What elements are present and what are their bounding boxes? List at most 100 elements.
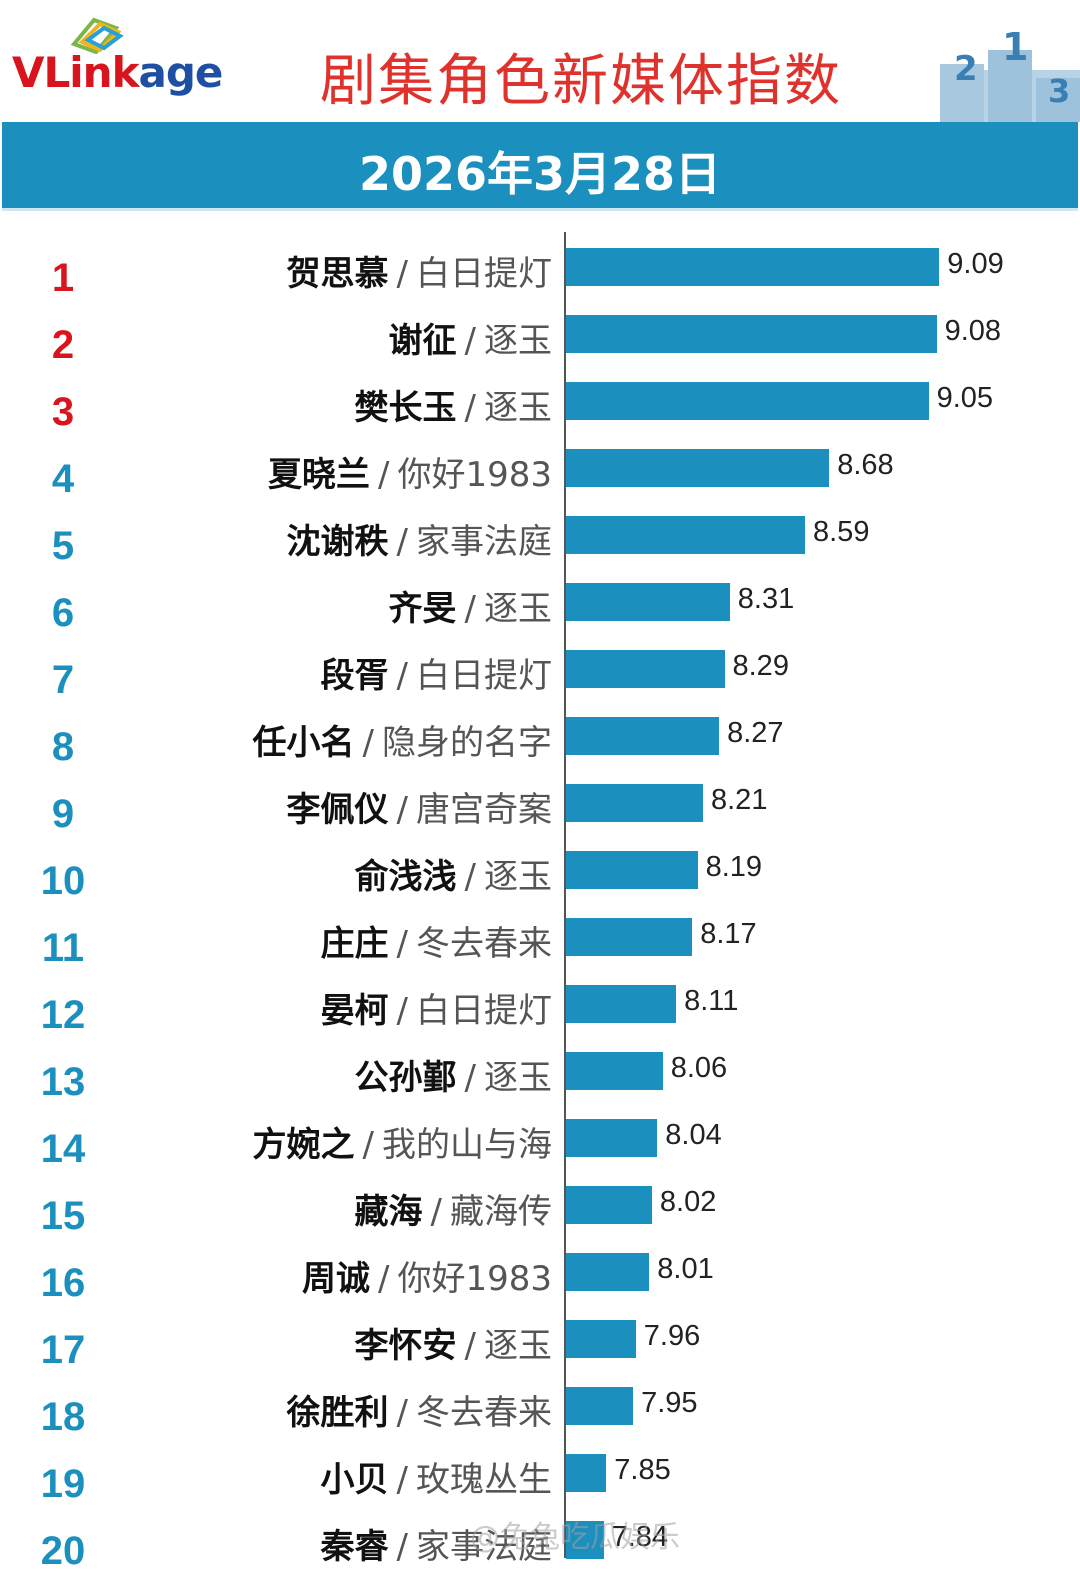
value-label: 7.95 <box>641 1387 698 1419</box>
label-separator: / <box>396 656 408 696</box>
ranking-row: 4 夏晓兰 / 你好1983 8.68 <box>0 435 1080 502</box>
row-label: 藏海 / 藏海传 <box>355 1184 552 1233</box>
rank-number: 3 <box>51 390 75 434</box>
rank-number: 6 <box>51 591 75 635</box>
drama-title: 我的山与海 <box>382 1125 552 1165</box>
drama-title: 玫瑰丛生 <box>416 1460 552 1500</box>
label-separator: / <box>362 723 374 763</box>
rank-number: 7 <box>51 658 75 702</box>
drama-title: 白日提灯 <box>416 254 552 294</box>
label-separator: / <box>378 455 390 495</box>
logo-text-age: age <box>138 48 224 97</box>
date-band: 2026年3月28日 <box>2 122 1078 211</box>
value-bar <box>566 248 940 286</box>
label-separator: / <box>464 589 476 629</box>
ranking-row: 13 公孙鄞 / 逐玉 8.06 <box>0 1038 1080 1105</box>
ranking-row: 3 樊长玉 / 逐玉 9.05 <box>0 368 1080 435</box>
ranking-row: 2 谢征 / 逐玉 9.08 <box>0 301 1080 368</box>
value-label: 7.84 <box>611 1521 669 1553</box>
row-label: 谢征 / 逐玉 <box>389 313 552 362</box>
value-bar <box>566 1521 604 1559</box>
logo-frames-icon <box>70 17 124 54</box>
value-bar <box>566 985 677 1023</box>
rank-number: 4 <box>51 457 75 501</box>
drama-title: 白日提灯 <box>416 656 552 696</box>
drama-title: 白日提灯 <box>416 991 552 1031</box>
row-label: 沈谢秩 / 家事法庭 <box>287 514 552 563</box>
character-name: 李佩仪 <box>286 790 389 830</box>
chart-date: 2026年3月28日 <box>358 147 722 201</box>
row-label: 樊长玉 / 逐玉 <box>355 380 552 429</box>
rank-number: 2 <box>51 323 75 367</box>
value-bar <box>566 1119 658 1157</box>
character-name: 齐旻 <box>388 589 457 629</box>
logo-text-ink: ink <box>69 48 139 97</box>
row-label: 夏晓兰 / 你好1983 <box>268 447 552 496</box>
character-name: 李怀安 <box>354 1326 457 1366</box>
drama-title: 逐玉 <box>484 321 552 361</box>
value-label: 8.19 <box>705 851 763 883</box>
value-label: 8.04 <box>665 1119 722 1151</box>
row-label: 俞浅浅 / 逐玉 <box>355 849 552 898</box>
row-label: 庄庄 / 冬去春来 <box>321 916 552 965</box>
rank-number: 16 <box>40 1261 86 1305</box>
value-label: 8.06 <box>670 1052 728 1084</box>
drama-title: 冬去春来 <box>416 1393 552 1433</box>
label-separator: / <box>396 1460 408 1500</box>
character-name: 周诚 <box>302 1259 370 1299</box>
ranking-row: 7 段胥 / 白日提灯 8.29 <box>0 636 1080 703</box>
label-separator: / <box>464 1326 476 1366</box>
label-separator: / <box>464 388 476 428</box>
drama-title: 逐玉 <box>484 1326 552 1366</box>
label-separator: / <box>396 924 408 964</box>
value-bar <box>566 1052 663 1090</box>
logo-text: VLinkage <box>12 48 224 97</box>
value-bar <box>566 449 830 487</box>
value-label: 8.11 <box>684 985 739 1017</box>
row-label: 方婉之 / 我的山与海 <box>253 1117 552 1166</box>
logo-text-v: V <box>12 48 45 97</box>
character-name: 俞浅浅 <box>354 857 457 897</box>
rank-number: 12 <box>40 993 86 1037</box>
value-label: 8.01 <box>657 1253 714 1285</box>
character-name: 徐胜利 <box>286 1393 389 1433</box>
ranking-row: 9 李佩仪 / 唐宫奇案 8.21 <box>0 770 1080 837</box>
podium-icon: 2 1 3 <box>940 25 1080 122</box>
label-separator: / <box>396 254 408 294</box>
row-label: 公孙鄞 / 逐玉 <box>355 1050 552 1099</box>
value-bar <box>566 851 698 889</box>
row-label: 晏柯 / 白日提灯 <box>321 983 552 1032</box>
row-label: 徐胜利 / 冬去春来 <box>287 1385 552 1434</box>
value-bar <box>566 1253 650 1291</box>
value-bar <box>566 315 937 353</box>
drama-title: 逐玉 <box>484 857 552 897</box>
value-label: 8.21 <box>711 784 768 816</box>
ranking-row: 10 俞浅浅 / 逐玉 8.19 <box>0 837 1080 904</box>
rank-number: 10 <box>40 859 86 903</box>
label-separator: / <box>464 857 476 897</box>
row-label: 李佩仪 / 唐宫奇案 <box>287 782 552 831</box>
value-label: 9.05 <box>936 382 994 414</box>
character-name: 沈谢秩 <box>286 522 389 562</box>
logo-text-l: L <box>43 48 71 97</box>
rank-number: 18 <box>40 1395 86 1439</box>
value-label: 7.96 <box>643 1320 701 1352</box>
ranking-row: 11 庄庄 / 冬去春来 8.17 <box>0 904 1080 971</box>
character-name: 秦睿 <box>320 1527 389 1567</box>
label-separator: / <box>464 1058 476 1098</box>
vlinkage-logo: VLinkage <box>12 14 252 104</box>
character-name: 段胥 <box>320 656 389 696</box>
character-name: 夏晓兰 <box>268 455 370 495</box>
ranking-row: 14 方婉之 / 我的山与海 8.04 <box>0 1105 1080 1172</box>
ranking-row: 5 沈谢秩 / 家事法庭 8.59 <box>0 502 1080 569</box>
value-label: 8.68 <box>837 449 894 481</box>
row-label: 小贝 / 玫瑰丛生 <box>321 1452 552 1501</box>
rank-number: 1 <box>51 256 75 300</box>
row-label: 齐旻 / 逐玉 <box>389 581 552 630</box>
ranking-row: 16 周诚 / 你好1983 8.01 <box>0 1239 1080 1306</box>
svg-text:3: 3 <box>1048 72 1070 110</box>
svg-text:1: 1 <box>1002 25 1028 69</box>
drama-title: 隐身的名字 <box>382 723 552 763</box>
value-label: 8.27 <box>727 717 784 749</box>
drama-title: 逐玉 <box>484 589 552 629</box>
